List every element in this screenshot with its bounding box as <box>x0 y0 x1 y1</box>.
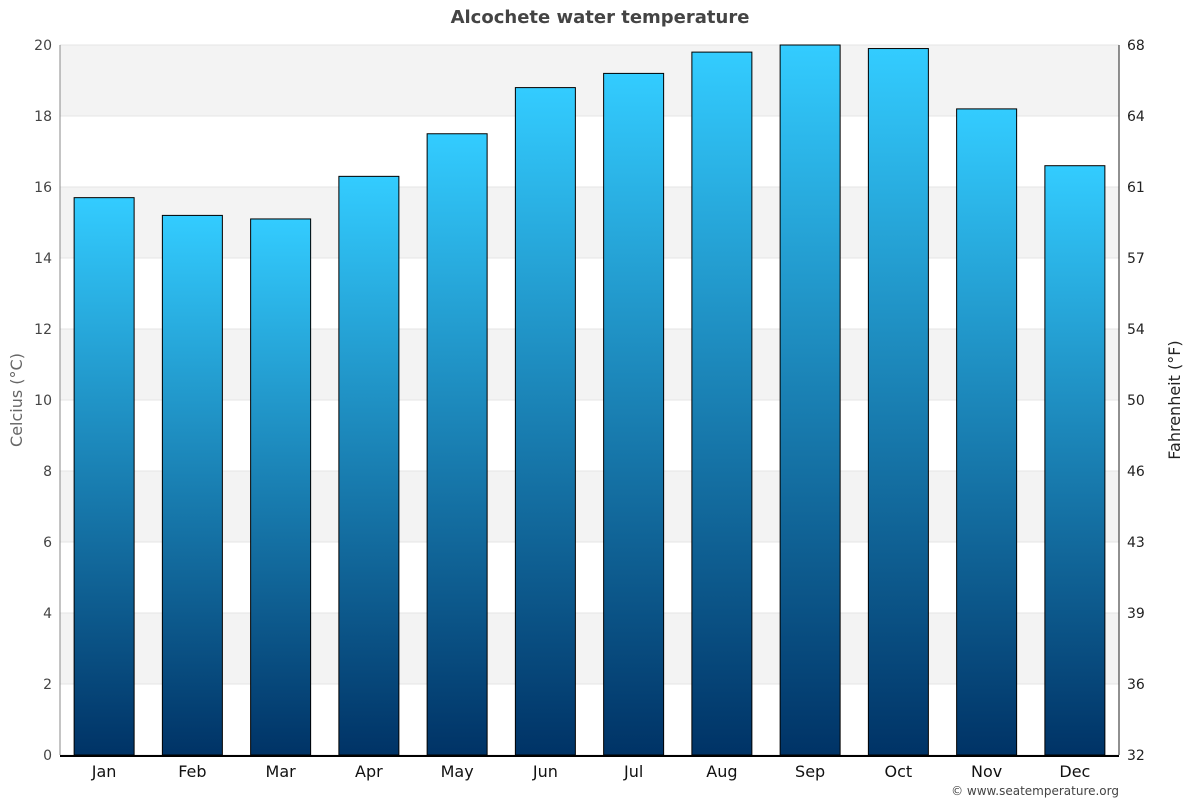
bar-aug <box>691 51 753 756</box>
bar-jan <box>73 197 135 756</box>
x-tick-label: Apr <box>355 762 383 781</box>
x-tick-label: Nov <box>971 762 1002 781</box>
y-tick-label: 10 <box>34 393 52 409</box>
x-tick-label: Jul <box>623 762 643 781</box>
y2-tick-label: 50 <box>1127 393 1145 409</box>
x-tick-label: Feb <box>178 762 206 781</box>
bar-dec <box>1044 165 1106 756</box>
grid-band <box>60 613 1119 684</box>
y-tick-label: 4 <box>43 606 52 622</box>
grid-band <box>60 187 1119 258</box>
bar-mar <box>250 218 312 756</box>
y2-tick-label: 46 <box>1127 464 1145 480</box>
grid-band <box>60 329 1119 400</box>
y2-tick-label: 57 <box>1127 251 1145 267</box>
x-tick-label: Dec <box>1059 762 1090 781</box>
x-tick-label: Jun <box>532 762 558 781</box>
bar-jun <box>514 87 576 756</box>
bar-feb <box>161 214 223 756</box>
bar-jul <box>603 72 665 756</box>
credit-link[interactable]: © www.seatemperature.org <box>951 784 1119 798</box>
bar-nov <box>956 108 1018 756</box>
x-tick-label: Sep <box>795 762 825 781</box>
y2-tick-label: 64 <box>1127 109 1145 125</box>
x-tick-label: Aug <box>706 762 737 781</box>
grid-band <box>60 45 1119 116</box>
y2-tick-label: 61 <box>1127 180 1145 196</box>
x-tick-label: Mar <box>266 762 297 781</box>
y-tick-label: 12 <box>34 322 52 338</box>
grid-band <box>60 471 1119 542</box>
y-tick-label: 0 <box>43 748 52 764</box>
x-tick-label: May <box>441 762 474 781</box>
y-axis-label: Celcius (°C) <box>7 353 26 447</box>
y2-tick-label: 54 <box>1127 322 1145 338</box>
bar-oct <box>867 48 929 756</box>
y-tick-label: 2 <box>43 677 52 693</box>
x-tick-label: Oct <box>885 762 913 781</box>
y2-axis-label: Fahrenheit (°F) <box>1165 340 1184 459</box>
y-tick-label: 6 <box>43 535 52 551</box>
bar-apr <box>338 175 400 756</box>
y2-tick-label: 36 <box>1127 677 1145 693</box>
y2-tick-label: 32 <box>1127 748 1145 764</box>
bar-may <box>426 133 488 756</box>
x-tick-label: Jan <box>91 762 117 781</box>
y2-tick-label: 39 <box>1127 606 1145 622</box>
y-tick-label: 16 <box>34 180 52 196</box>
bar-sep <box>779 44 841 756</box>
y-tick-label: 20 <box>34 38 52 54</box>
y-tick-label: 8 <box>43 464 52 480</box>
y-tick-label: 14 <box>34 251 52 267</box>
y-tick-label: 18 <box>34 109 52 125</box>
y2-tick-label: 43 <box>1127 535 1145 551</box>
chart-title: Alcochete water temperature <box>450 7 750 28</box>
y2-tick-label: 68 <box>1127 38 1145 54</box>
